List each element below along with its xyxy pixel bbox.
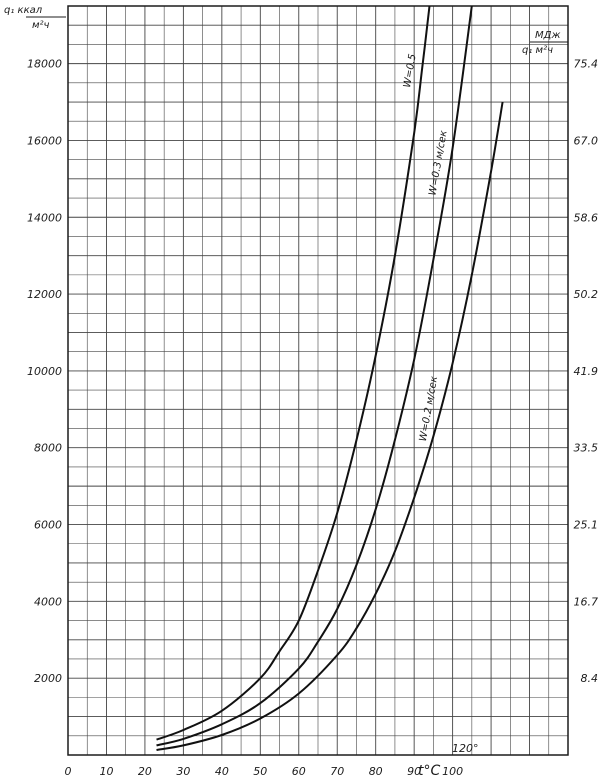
y-right-tick-label: 41.9 [574,365,599,378]
annotation-120: 120° [452,742,479,755]
x-tick-label: 30 [176,765,190,778]
y-right-tick-label: 25.1 [574,519,599,532]
y-left-tick-label: 2000 [34,672,62,685]
series-line [156,101,504,751]
y-right-tick-label: 33.5 [574,442,599,455]
x-tick-label: 100 [442,765,463,778]
x-axis-label: t°C [418,763,440,779]
x-tick-label: 50 [253,765,267,778]
x-tick-label: 40 [215,765,229,778]
y-right-tick-label: 16.7 [574,595,599,608]
left-unit-top: q₁ ккал [4,5,43,16]
series-line [156,5,473,747]
plot-frame [67,5,569,756]
left-unit-bottom: м²ч [32,20,50,31]
x-tick-label: 10 [99,765,113,778]
series-label: W=0.5 [402,53,419,89]
right-unit-bottom: q₁ м²ч [522,45,553,56]
y-left-tick-label: 14000 [27,211,62,224]
y-right-tick-label: 8.4 [581,672,599,685]
y-left-tick-label: 6000 [34,519,62,532]
x-tick-label: 70 [330,765,344,778]
y-left-tick-label: 8000 [34,442,62,455]
series-line [156,5,431,741]
x-tick-label: 80 [369,765,383,778]
y-right-tick-label: 58.6 [574,211,599,224]
x-tick-label: 60 [292,765,306,778]
series-lines [156,5,504,751]
y-right-tick-label: 50.2 [574,288,599,301]
x-tick-label: 20 [138,765,152,778]
y-left-tick-label: 18000 [27,58,62,71]
x-tick-label: 0 [65,765,72,778]
right-unit-top: МДж [535,30,560,41]
grid [67,5,569,756]
y-left-tick-label: 10000 [27,365,62,378]
tick-labels: 0 10 20 30 40 50 60 70 80 90 100 2000 4000 6000 8000 10… [27,58,598,778]
y-right-tick-label: 75.4 [574,58,599,71]
y-left-tick-label: 12000 [27,288,62,301]
x-tick-label: 90 [407,765,421,778]
y-left-tick-label: 4000 [34,595,62,608]
y-left-tick-label: 16000 [27,134,62,147]
y-right-tick-label: 67.0 [574,134,599,147]
